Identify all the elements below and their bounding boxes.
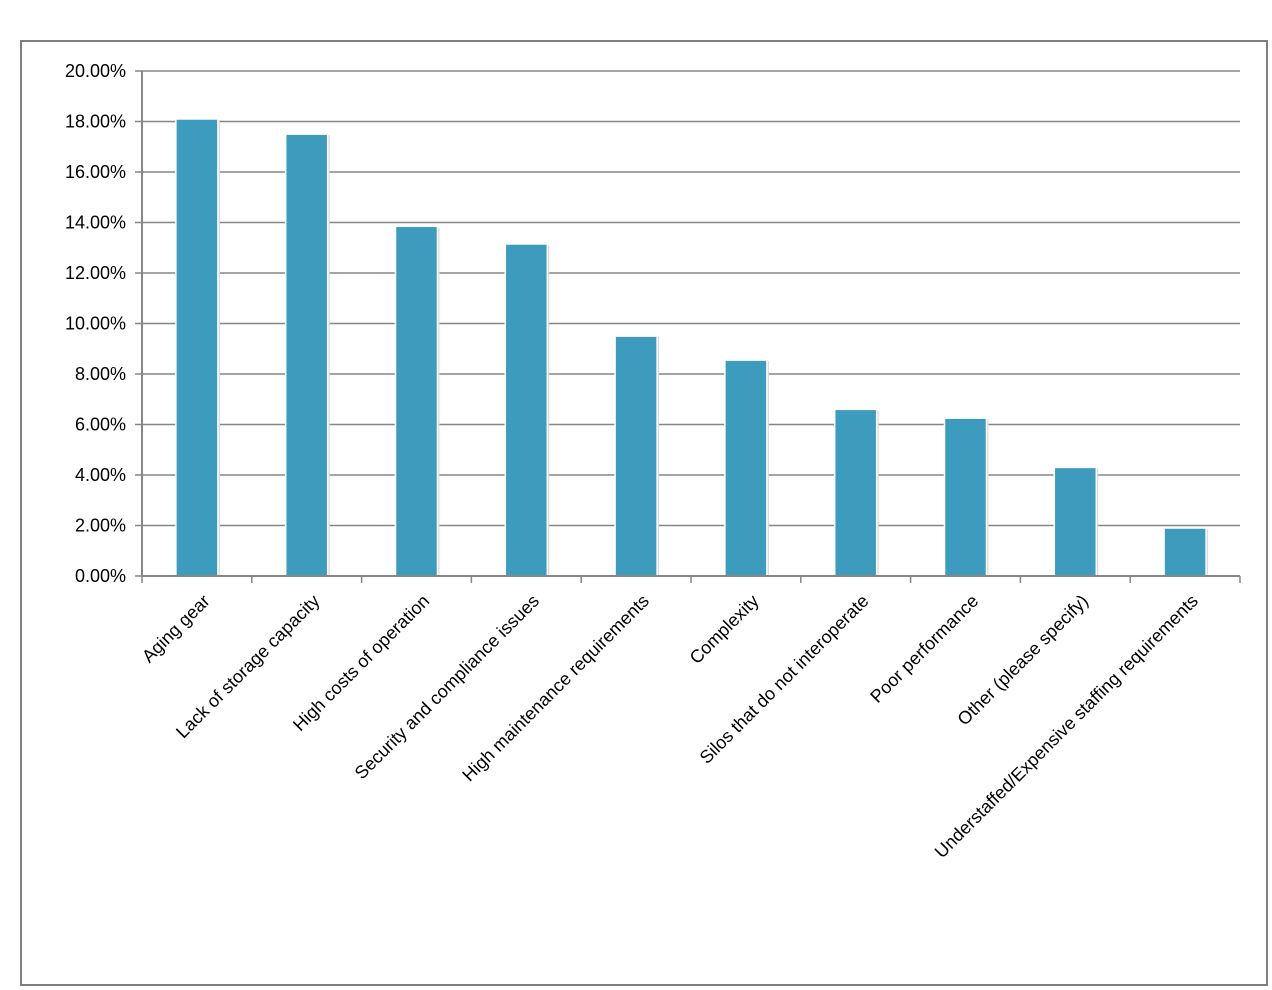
- x-category-label: Aging gear: [138, 591, 214, 667]
- x-category-label: High maintenance requirements: [458, 591, 653, 786]
- y-tick-label: 16.00%: [65, 162, 126, 182]
- bar: [614, 335, 658, 577]
- bar: [1163, 527, 1207, 577]
- chart-frame: 0.00% 2.00% 4.00% 6.00% 8.00% 10.00% 12.00% 14.…: [20, 40, 1268, 986]
- bar: [504, 243, 549, 577]
- x-category-label: Understaffed/Expensive staffing requirem…: [931, 591, 1202, 862]
- y-tick-label: 20.00%: [65, 61, 126, 81]
- x-category-label: Complexity: [686, 591, 763, 668]
- y-tick-label: 12.00%: [65, 263, 126, 283]
- axes: [135, 70, 1241, 583]
- bar: [175, 118, 219, 577]
- y-tick-label: 4.00%: [75, 465, 126, 485]
- y-tick-label: 14.00%: [65, 213, 126, 233]
- bar: [284, 133, 329, 577]
- y-tick-label: 0.00%: [75, 566, 126, 586]
- x-category-label: Security and compliance issues: [351, 591, 543, 783]
- y-tick-label: 6.00%: [75, 415, 126, 435]
- y-tick-label: 10.00%: [65, 314, 126, 334]
- bar: [724, 359, 768, 577]
- bar: [943, 417, 988, 577]
- x-category-label: Poor performance: [866, 591, 982, 707]
- bar: [1053, 466, 1098, 577]
- bar-chart: 0.00% 2.00% 4.00% 6.00% 8.00% 10.00% 12.00% 14.…: [65, 61, 1241, 862]
- bar: [394, 225, 439, 577]
- y-tick-label: 8.00%: [75, 364, 126, 384]
- bars: [175, 118, 1209, 577]
- bar: [833, 408, 878, 577]
- y-tick-label: 2.00%: [75, 516, 126, 536]
- y-tick-label: 18.00%: [65, 112, 126, 132]
